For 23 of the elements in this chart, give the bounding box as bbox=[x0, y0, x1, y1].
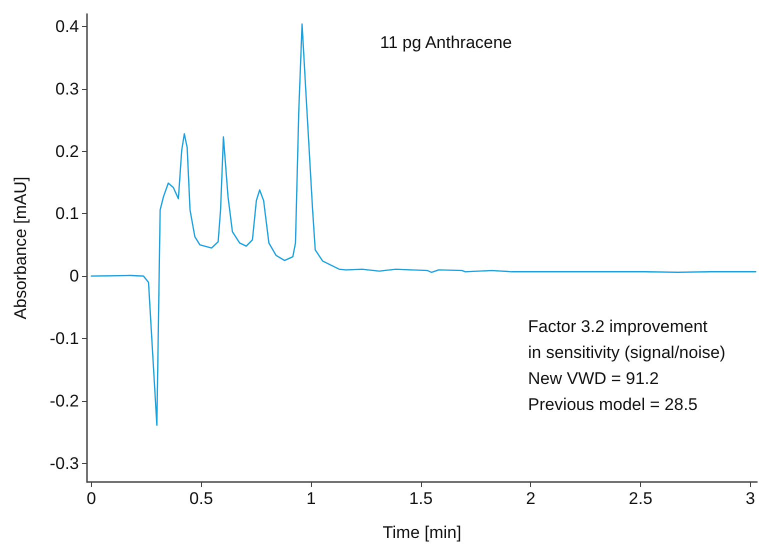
annotation: 11 pg Anthracene bbox=[380, 33, 512, 52]
y-tick-label: 0.1 bbox=[55, 204, 79, 224]
y-tick-label: -0.1 bbox=[50, 328, 79, 348]
x-tick-label: 2 bbox=[526, 489, 536, 508]
y-axis-title: Absorbance [mAU] bbox=[11, 176, 30, 320]
x-tick-label: 3 bbox=[746, 489, 756, 508]
annotation: Previous model = 28.5 bbox=[528, 395, 698, 414]
x-tick-label: 0.5 bbox=[189, 489, 214, 508]
annotation: New VWD = 91.2 bbox=[528, 369, 659, 388]
y-tick-label: 0.2 bbox=[55, 142, 79, 161]
x-axis-title: Time [min] bbox=[382, 523, 462, 542]
y-tick-label: 0.4 bbox=[55, 16, 79, 36]
x-tick-label: 1.5 bbox=[409, 489, 433, 508]
y-tick-label: 0.3 bbox=[55, 79, 79, 98]
x-tick-label: 0 bbox=[86, 489, 96, 508]
y-tick-label: -0.2 bbox=[50, 391, 79, 410]
x-tick-label: 2.5 bbox=[628, 489, 652, 508]
y-tick-label: -0.3 bbox=[50, 454, 79, 473]
x-tick-label: 1 bbox=[306, 489, 316, 508]
line-series bbox=[90, 23, 756, 426]
annotation: in sensitivity (signal/noise) bbox=[528, 343, 726, 362]
y-tick-label: 0 bbox=[70, 266, 79, 286]
annotation: Factor 3.2 improvement bbox=[528, 317, 708, 336]
